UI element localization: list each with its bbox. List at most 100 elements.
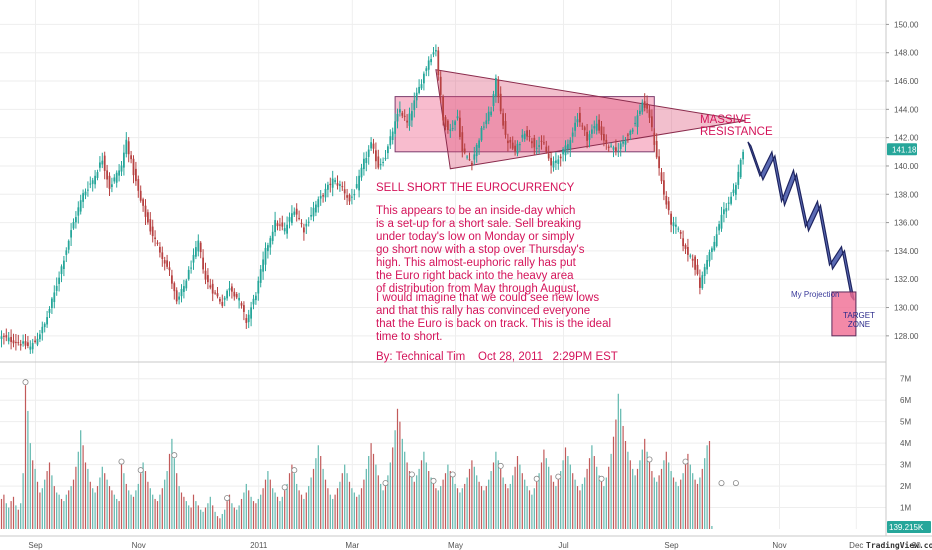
volume-bar	[699, 477, 701, 529]
volume-bar	[296, 483, 298, 529]
volume-bar	[329, 494, 331, 529]
candle-body	[679, 231, 682, 234]
candle-body	[622, 141, 624, 144]
para1-line-2: is a set-up for a short sale. Sell break…	[376, 218, 581, 230]
candle-body	[415, 92, 418, 101]
candle-body	[703, 267, 706, 277]
volume-bar	[94, 492, 96, 529]
volume-tick-label: 3M	[900, 461, 911, 470]
candle-body	[341, 186, 344, 188]
candle-body	[103, 155, 106, 171]
candle-body	[682, 238, 684, 247]
candle-body	[233, 291, 236, 297]
volume-bar	[617, 393, 619, 529]
candle-body	[262, 259, 264, 272]
candle-body	[173, 283, 176, 292]
volume-bar	[389, 462, 391, 529]
volume-bar	[317, 445, 319, 529]
volume-bar	[164, 479, 166, 529]
candle-body	[639, 110, 641, 114]
candle-body	[619, 143, 622, 149]
candle-body	[195, 247, 197, 257]
candle-body	[538, 145, 540, 147]
candle-body	[497, 80, 500, 98]
candle-body	[166, 260, 168, 267]
candle-body	[351, 196, 353, 198]
volume-bar	[411, 477, 413, 529]
volume-marker	[22, 379, 29, 386]
candle-body	[283, 228, 286, 232]
candle-body	[540, 140, 543, 142]
candle-body	[617, 150, 620, 152]
candle-body	[641, 102, 644, 112]
volume-bar	[464, 483, 466, 529]
volume-bar	[401, 438, 403, 529]
volume-bar	[221, 513, 223, 529]
volume-marker	[281, 484, 288, 491]
volume-bar	[8, 507, 10, 529]
candle-body	[583, 127, 586, 131]
volume-bar	[533, 488, 535, 529]
candle-body	[507, 140, 509, 144]
volume-bar	[336, 488, 339, 529]
volume-bar	[687, 453, 689, 529]
volume-bar	[514, 466, 516, 529]
volume-bars	[0, 385, 713, 529]
volume-bar	[58, 494, 60, 529]
candle-body	[739, 159, 742, 178]
candle-body	[101, 160, 104, 165]
volume-bar	[41, 488, 43, 529]
axis-background	[886, 0, 932, 550]
candle-body	[401, 112, 404, 116]
candle-body	[274, 220, 276, 233]
volume-bar	[12, 496, 15, 529]
candle-body	[211, 283, 214, 294]
candle-body	[178, 296, 180, 300]
candle-body	[567, 144, 569, 150]
volume-bar	[512, 475, 514, 529]
candle-body	[504, 121, 507, 135]
volume-bar	[456, 488, 459, 529]
candle-body	[115, 172, 118, 183]
volume-bar	[516, 456, 519, 529]
candle-body	[267, 245, 269, 252]
candlesticks	[0, 44, 744, 354]
time-tick-label: May	[448, 541, 463, 550]
candle-body	[171, 275, 173, 284]
volume-bar	[557, 479, 559, 529]
candle-body	[672, 222, 675, 227]
volume-bar	[420, 460, 423, 529]
price-tick-label: 130.00	[894, 304, 919, 313]
candle-body	[281, 222, 284, 227]
volume-bar	[245, 483, 247, 529]
candle-body	[139, 190, 142, 201]
volume-marker	[449, 471, 456, 478]
volume-bar	[231, 503, 233, 529]
volume-marker	[137, 467, 144, 474]
volume-bar	[142, 462, 144, 529]
volume-bar	[656, 481, 658, 529]
candle-body	[387, 146, 389, 154]
volume-tick-label: 7M	[900, 375, 911, 384]
candle-body	[19, 343, 22, 346]
candle-body	[180, 288, 183, 297]
volume-bar	[356, 496, 358, 529]
candle-body	[276, 223, 279, 227]
candle-body	[91, 180, 94, 184]
volume-bar	[430, 477, 432, 529]
volume-bar	[53, 486, 55, 529]
volume-bar	[555, 486, 557, 529]
target-line-2: ZONE	[848, 320, 870, 329]
candle-body	[490, 111, 492, 116]
candle-body	[437, 50, 440, 76]
candle-body	[106, 170, 108, 180]
volume-bar	[502, 477, 504, 529]
candle-body	[46, 317, 48, 325]
candle-body	[454, 121, 456, 126]
volume-bar	[233, 507, 235, 529]
volume-bar	[584, 477, 586, 529]
volume-bar	[216, 516, 219, 529]
volume-bar	[111, 490, 113, 529]
candle-body	[317, 199, 320, 208]
